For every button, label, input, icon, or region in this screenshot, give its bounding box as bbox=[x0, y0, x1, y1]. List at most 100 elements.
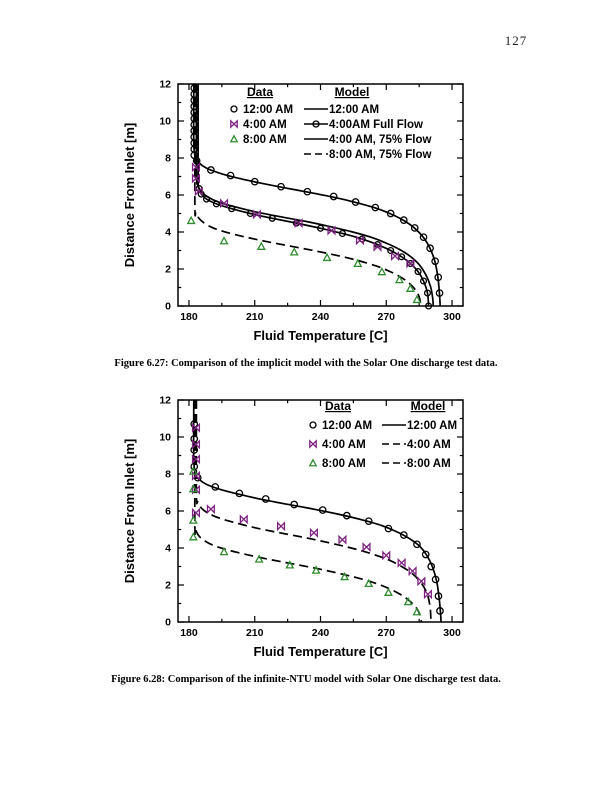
circle-marker-icon bbox=[211, 483, 220, 491]
bowtie-marker-icon bbox=[206, 504, 215, 515]
bowtie-marker-icon bbox=[239, 514, 248, 525]
y-tick-label: 2 bbox=[165, 264, 171, 276]
series-data-4am bbox=[191, 162, 415, 269]
bowtie-marker-icon bbox=[191, 173, 201, 184]
y-tick-label: 4 bbox=[165, 543, 171, 555]
series-model-8am bbox=[193, 399, 423, 623]
chart-infinite-ntu-model: 180 210 240 270 300 0 2 4 6 8 10 12 Fluid Temperatur… bbox=[122, 395, 464, 659]
legend-data-item-label: 4:00 AM bbox=[322, 439, 366, 451]
legend-model-header: Model bbox=[411, 399, 446, 413]
bowtie-marker-icon bbox=[230, 119, 238, 129]
series-data-4am bbox=[191, 422, 432, 600]
y-tick-label: 0 bbox=[165, 301, 171, 313]
circle-marker-icon bbox=[410, 224, 419, 232]
triangle-marker-icon bbox=[285, 560, 295, 569]
legend: Data Model 12:00 AM 4:00 AM 8:00 AM 12:00 AM 4… bbox=[229, 85, 432, 161]
bowtie-marker-icon bbox=[294, 218, 303, 229]
circle-marker-icon bbox=[421, 550, 430, 559]
legend-model-item-label: 4:00 AM, 75% Flow bbox=[329, 134, 432, 146]
bowtie-marker-icon bbox=[382, 550, 391, 561]
triangle-marker-icon bbox=[219, 236, 229, 245]
circle-marker-icon bbox=[309, 421, 317, 429]
x-tick-label: 270 bbox=[378, 627, 396, 639]
y-tick-label: 10 bbox=[159, 432, 171, 444]
circle-marker-icon bbox=[431, 575, 440, 584]
circle-marker-icon bbox=[436, 607, 444, 615]
bowtie-marker-icon bbox=[362, 542, 371, 553]
triangle-marker-icon bbox=[412, 294, 422, 304]
circle-marker-icon bbox=[190, 420, 199, 428]
circle-marker-icon bbox=[261, 495, 270, 503]
legend-model-item-label: 4:00AM Full Flow bbox=[329, 119, 423, 131]
bowtie-marker-icon bbox=[191, 454, 201, 465]
legend-data-item-label: 8:00 AM bbox=[322, 458, 366, 470]
legend-data-header: Data bbox=[325, 399, 351, 413]
legend-model-item-label: 12:00 AM bbox=[329, 104, 379, 116]
series-line bbox=[193, 83, 422, 307]
triangle-marker-icon bbox=[377, 267, 387, 276]
y-axis-label: Distance From Inlet [m] bbox=[122, 123, 137, 267]
chart-implicit-model: 180 210 240 270 300 0 2 4 6 8 10 12 Fluid Temperatur… bbox=[122, 79, 464, 343]
triangle-marker-icon bbox=[405, 283, 415, 292]
circle-marker-icon bbox=[425, 302, 433, 310]
bowtie-marker-icon bbox=[219, 198, 229, 209]
legend: Data Model 12:00 AM 4:00 AM 8:00 AM 12:00 AM 4… bbox=[308, 399, 457, 470]
series-model-8am-75flow bbox=[193, 83, 422, 307]
circle-marker-icon bbox=[426, 244, 434, 253]
triangle-marker-icon bbox=[403, 596, 413, 606]
bowtie-marker-icon bbox=[397, 557, 406, 568]
circle-marker-icon bbox=[230, 105, 238, 113]
triangle-marker-icon bbox=[186, 215, 196, 225]
bowtie-marker-icon bbox=[355, 235, 365, 246]
triangle-marker-icon bbox=[254, 554, 264, 563]
legend-model-item-label: 8:00 AM bbox=[407, 458, 451, 470]
bowtie-marker-icon bbox=[309, 527, 318, 538]
triangle-marker-icon bbox=[322, 252, 332, 262]
bowtie-marker-icon bbox=[338, 534, 347, 545]
legend-data-header: Data bbox=[247, 85, 273, 99]
triangle-marker-icon bbox=[340, 571, 350, 581]
legend-model-item-label: 4:00 AM bbox=[407, 439, 451, 451]
y-tick-label: 12 bbox=[159, 395, 171, 407]
circle-marker-icon bbox=[419, 233, 428, 242]
triangle-marker-icon bbox=[353, 258, 363, 267]
triangle-marker-icon bbox=[219, 546, 229, 556]
series-model-12am bbox=[192, 83, 442, 307]
circle-marker-icon bbox=[427, 562, 436, 571]
bowtie-marker-icon bbox=[390, 251, 400, 262]
circle-marker-icon bbox=[190, 84, 199, 92]
series-line bbox=[192, 399, 442, 623]
circle-marker-icon bbox=[290, 500, 299, 509]
triangle-marker-icon bbox=[229, 134, 239, 143]
y-tick-label: 2 bbox=[165, 580, 171, 592]
legend-model-header: Model bbox=[335, 85, 370, 99]
y-tick-label: 10 bbox=[159, 116, 171, 128]
x-tick-label: 180 bbox=[180, 627, 198, 639]
circle-marker-icon bbox=[399, 531, 408, 539]
figure-6-27-caption: Figure 6.27: Comparison of the implicit … bbox=[114, 358, 498, 369]
y-tick-label: 12 bbox=[159, 79, 171, 91]
series-data-12am bbox=[190, 84, 444, 297]
series-model-4am-full-flow bbox=[195, 83, 433, 310]
triangle-marker-icon bbox=[188, 515, 198, 524]
circle-marker-icon bbox=[318, 506, 327, 514]
triangle-marker-icon bbox=[188, 466, 198, 475]
circle-marker-icon bbox=[431, 257, 440, 266]
circle-marker-icon bbox=[312, 120, 320, 128]
bowtie-marker-icon bbox=[191, 422, 201, 433]
series-model-4am bbox=[195, 399, 432, 623]
circle-marker-icon bbox=[342, 511, 351, 520]
circle-marker-icon bbox=[423, 289, 432, 297]
circle-marker-icon bbox=[386, 209, 395, 218]
x-tick-label: 300 bbox=[443, 311, 461, 323]
series-data-12am bbox=[190, 420, 444, 615]
bowtie-marker-icon bbox=[194, 186, 203, 197]
y-tick-label: 8 bbox=[165, 153, 171, 165]
circle-marker-icon bbox=[384, 524, 393, 533]
y-tick-label: 0 bbox=[165, 617, 171, 629]
circle-marker-icon bbox=[207, 166, 215, 174]
y-tick-label: 6 bbox=[165, 506, 171, 518]
x-tick-label: 180 bbox=[180, 311, 198, 323]
circle-marker-icon bbox=[277, 182, 285, 191]
